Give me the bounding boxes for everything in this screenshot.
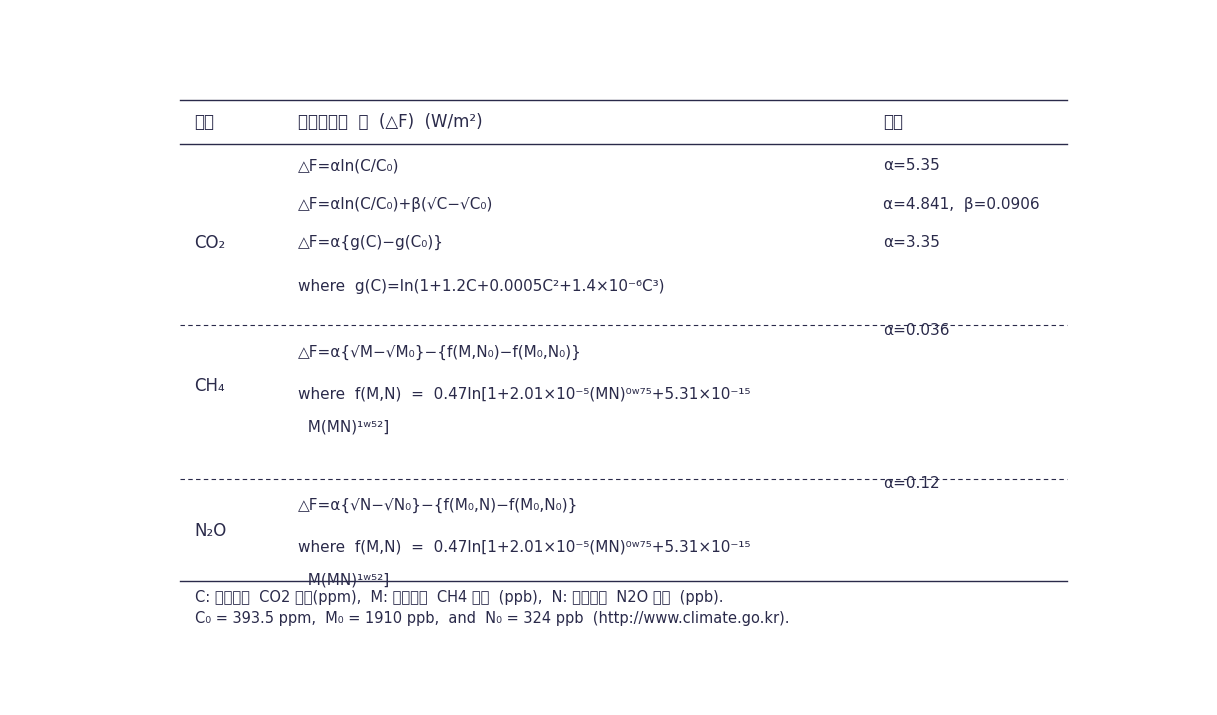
Text: △F=αln(C/C₀): △F=αln(C/C₀)	[298, 158, 400, 173]
Text: α=0.12: α=0.12	[884, 475, 940, 490]
Text: △F=α{√N−√N₀}−{f(M₀,N)−f(M₀,N₀)}: △F=α{√N−√N₀}−{f(M₀,N)−f(M₀,N₀)}	[298, 498, 579, 513]
Text: CO₂: CO₂	[195, 234, 226, 252]
Text: N₂O: N₂O	[195, 522, 226, 540]
Text: where  g(C)=ln(1+1.2C+0.0005C²+1.4×10⁻⁶C³): where g(C)=ln(1+1.2C+0.0005C²+1.4×10⁻⁶C³…	[298, 280, 664, 295]
Text: 복사강제력  식  (△F)  (W/m²): 복사강제력 식 (△F) (W/m²)	[298, 112, 483, 131]
Text: △F=α{g(C)−g(C₀)}: △F=α{g(C)−g(C₀)}	[298, 235, 444, 250]
Text: 기체: 기체	[195, 112, 214, 131]
Text: α=4.841,  β=0.0906: α=4.841, β=0.0906	[884, 197, 1039, 212]
Text: M(MN)¹ʷ⁵²]: M(MN)¹ʷ⁵²]	[298, 572, 389, 587]
Text: α=3.35: α=3.35	[884, 235, 940, 250]
Text: M(MN)¹ʷ⁵²]: M(MN)¹ʷ⁵²]	[298, 420, 389, 435]
Text: α=0.036: α=0.036	[884, 323, 949, 338]
Text: where  f(M,N)  =  0.47ln[1+2.01×10⁻⁵(MN)⁰ʷ⁷⁵+5.31×10⁻¹⁵: where f(M,N) = 0.47ln[1+2.01×10⁻⁵(MN)⁰ʷ⁷…	[298, 539, 751, 554]
Text: △F=αln(C/C₀)+β(√C−√C₀): △F=αln(C/C₀)+β(√C−√C₀)	[298, 197, 494, 212]
Text: α=5.35: α=5.35	[884, 158, 940, 173]
Text: CH₄: CH₄	[195, 377, 225, 395]
Text: where  f(M,N)  =  0.47ln[1+2.01×10⁻⁵(MN)⁰ʷ⁷⁵+5.31×10⁻¹⁵: where f(M,N) = 0.47ln[1+2.01×10⁻⁵(MN)⁰ʷ⁷…	[298, 387, 751, 402]
Text: C: 대기중의  CO2 농도(ppm),  M: 대기중의  CH4 농도  (ppb),  N: 대기중의  N2O 농도  (ppb).: C: 대기중의 CO2 농도(ppm), M: 대기중의 CH4 농도 (ppb…	[195, 591, 723, 606]
Text: 상수: 상수	[884, 112, 903, 131]
Text: △F=α{√M−√M₀}−{f(M,N₀)−f(M₀,N₀)}: △F=α{√M−√M₀}−{f(M,N₀)−f(M₀,N₀)}	[298, 345, 582, 360]
Text: C₀ = 393.5 ppm,  M₀ = 1910 ppb,  and  N₀ = 324 ppb  (http://www.climate.go.kr).: C₀ = 393.5 ppm, M₀ = 1910 ppb, and N₀ = …	[195, 611, 789, 626]
